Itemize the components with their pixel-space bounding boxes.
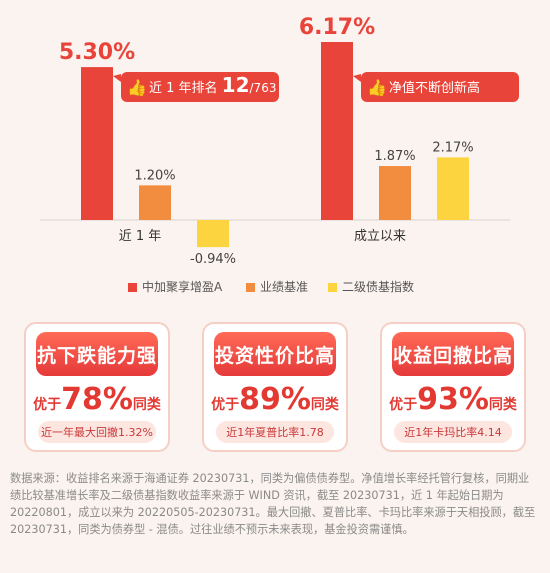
x-tick-label: 近 1 年 <box>119 229 162 244</box>
bar <box>81 67 113 220</box>
bar <box>197 220 229 248</box>
callout-pointer <box>113 74 121 82</box>
data-label: 5.30% <box>59 40 135 65</box>
callout-box <box>121 72 279 102</box>
data-label: 1.20% <box>134 168 175 183</box>
bar <box>437 157 469 220</box>
data-label: -0.94% <box>190 252 236 267</box>
card-title: 抗下跌能力强 <box>36 332 158 376</box>
legend-swatch <box>246 283 255 292</box>
bar <box>139 185 171 220</box>
highlight-cards: 抗下跌能力强 优于78%同类 近一年最大回撤1.32% 投资性价比高 优于89%… <box>0 322 550 462</box>
card-footnote: 近一年最大回撤1.32% <box>38 421 156 443</box>
callout-pointer <box>353 74 361 82</box>
data-label: 1.87% <box>374 149 415 164</box>
bar <box>379 166 411 220</box>
callout-text: 近 1 年排名 12/763 <box>149 73 276 97</box>
card-metric-suffix: 同类 <box>488 397 517 413</box>
card-metric-suffix: 同类 <box>310 397 339 413</box>
card-footnote: 近1年卡玛比率4.14 <box>394 421 512 443</box>
card-metric: 优于93%同类 <box>382 382 524 417</box>
card-metric-value: 78% <box>61 382 133 417</box>
card-cost-effectiveness: 投资性价比高 优于89%同类 近1年夏普比率1.78 <box>202 322 348 452</box>
legend-swatch <box>128 283 137 292</box>
card-metric-prefix: 优于 <box>389 397 418 413</box>
card-metric-value: 89% <box>239 382 311 417</box>
card-metric-prefix: 优于 <box>211 397 240 413</box>
card-metric-prefix: 优于 <box>33 397 62 413</box>
data-source-note: 数据来源：收益排名来源于海通证券 20230731，同类为偏债债券型。净值增长率… <box>10 472 536 536</box>
data-label: 6.17% <box>299 15 375 40</box>
bar <box>321 42 353 220</box>
legend-label: 中加聚享增盈A <box>142 279 223 294</box>
legend-label: 业绩基准 <box>260 280 308 294</box>
bar-chart: 5.30% 1.20% -0.94% 近 1 年 6.17% 1.87% 2.17% 成立以来… <box>40 15 519 294</box>
card-downside-resistance: 抗下跌能力强 优于78%同类 近一年最大回撤1.32% <box>24 322 170 452</box>
card-metric-suffix: 同类 <box>132 397 161 413</box>
card-footnote: 近1年夏普比率1.78 <box>216 421 334 443</box>
card-title: 收益回撤比高 <box>392 332 514 376</box>
data-label: 2.17% <box>432 140 473 155</box>
card-metric: 优于78%同类 <box>26 382 168 417</box>
callout-box <box>361 72 519 102</box>
card-title: 投资性价比高 <box>214 332 336 376</box>
legend-swatch <box>328 283 337 292</box>
thumbs-up-icon: 👍 <box>367 78 387 97</box>
card-metric-value: 93% <box>417 382 489 417</box>
card-return-drawdown: 收益回撤比高 优于93%同类 近1年卡玛比率4.14 <box>380 322 526 452</box>
callout-text: 净值不断创新高 <box>389 80 480 96</box>
card-metric: 优于89%同类 <box>204 382 346 417</box>
thumbs-up-icon: 👍 <box>127 78 147 97</box>
x-tick-label: 成立以来 <box>354 229 406 244</box>
legend-label: 二级债基指数 <box>342 279 414 294</box>
